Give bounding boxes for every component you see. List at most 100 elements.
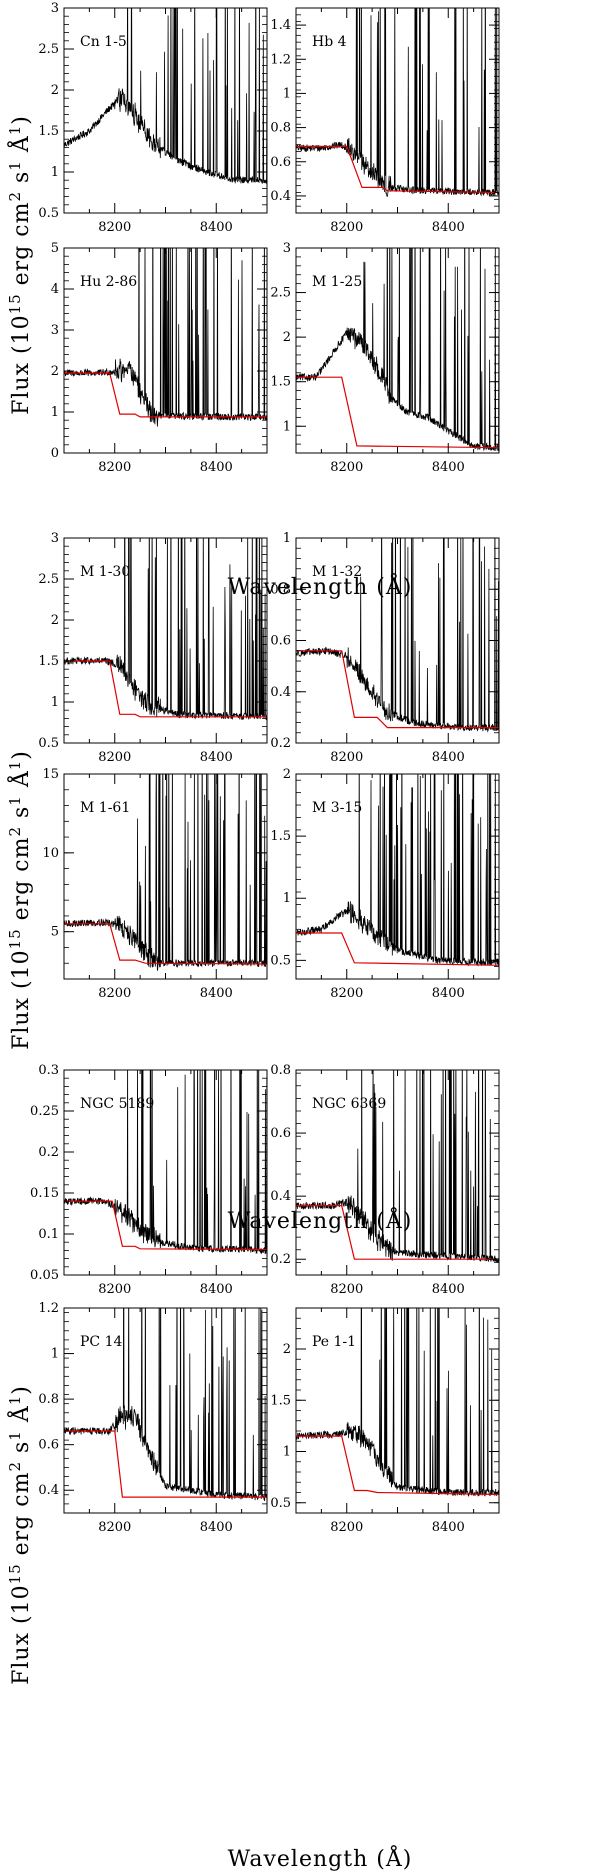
model-line [64,660,267,718]
panel-cn-1-5: 8200 8400 0.5 1 1.5 2 2.5 3 Cn 1-5 [38,1,268,235]
plot-area [296,538,499,733]
x-tick-label: 8200 [98,220,131,235]
panel-title: Cn 1-5 [80,34,127,50]
panel-m-1-61: 8200 8400 5 10 15 M 1-61 [42,767,268,1001]
spectrum-line [296,8,499,198]
panel-title: Hb 4 [312,34,347,50]
panel-hb-4: 8200 8400 0.4 0.6 0.8 1 1.2 1.4 Hb 4 [270,7,500,235]
panel-ngc-5189: 8200 8400 0.05 0.1 0.15 0.2 0.25 0.3 NGC 5189 [30,1063,268,1297]
plot-area [64,538,267,721]
plot-area [296,1070,499,1263]
y-tick-label: 3 [51,323,59,338]
x-axis-title: Wavelength (Å) [228,1844,413,1872]
y-tick-label: 2 [51,364,59,379]
panel-title: PC 14 [80,1334,122,1350]
model-line [296,1435,499,1496]
y-tick-label: 2 [51,613,59,628]
y-tick-label: 1 [283,419,291,434]
y-tick-label: 0.6 [270,155,291,170]
y-tick-label: 1.2 [270,52,291,67]
y-tick-label: 0.4 [270,189,291,204]
y-tick-label: 0.4 [38,1483,59,1498]
y-tick-label: 1.5 [270,375,291,390]
x-tick-label: 8400 [200,1520,233,1535]
x-tick-label: 8400 [200,220,233,235]
y-tick-label: 0.2 [270,1252,291,1267]
y-tick-label: 1.5 [38,654,59,669]
y-tick-label: 10 [42,846,59,861]
x-tick-label: 8400 [432,460,465,475]
plot-area [296,8,499,198]
group-1-titles: Wavelength (Å) Flux (1015 erg cm2 s1 Å1) [6,115,413,600]
model-line [64,923,267,965]
model-line [296,1205,499,1260]
spectrum-line [296,1070,499,1263]
model-line [296,145,499,194]
y-tick-label: 0.05 [30,1268,59,1283]
x-tick-label: 8200 [330,220,363,235]
y-tick-label: 0.5 [270,953,291,968]
y-tick-label: 2.5 [270,286,291,301]
plot-area [64,248,267,427]
y-tick-label: 0.3 [38,1063,59,1078]
plot-area [64,1308,267,1502]
x-tick-label: 8200 [330,986,363,1001]
panel-title: M 1-32 [312,564,362,580]
y-tick-label: 0.4 [270,1189,291,1204]
y-tick-label: 0.5 [38,736,59,751]
plot-area [296,248,499,452]
x-tick-label: 8200 [98,1282,131,1297]
model-line [296,650,499,729]
y-tick-label: 1.5 [270,1393,291,1408]
x-tick-label: 8200 [330,750,363,765]
y-tick-label: 0.5 [38,206,59,221]
panel-title: M 1-30 [80,564,130,580]
y-tick-label: 1 [283,531,291,546]
plot-area [64,774,267,971]
model-line [64,372,267,418]
x-tick-label: 8200 [98,750,131,765]
spectrum-line [296,1308,499,1497]
spectrum-line [64,1308,267,1502]
x-tick-label: 8200 [98,986,131,1001]
y-tick-label: 2.5 [38,572,59,587]
panel-pc-14: 8200 8400 0.4 0.6 0.8 1 1.2 PC 14 [38,1301,268,1535]
y-tick-label: 0.6 [270,1126,291,1141]
model-line [64,1430,267,1498]
y-tick-label: 2 [283,330,291,345]
y-tick-label: 0.25 [30,1104,59,1119]
y-tick-label: 2.5 [38,42,59,57]
y-tick-label: 2 [51,83,59,98]
panel-title: M 3-15 [312,800,362,816]
y-tick-label: 0.6 [38,1438,59,1453]
y-tick-label: 3 [51,1,59,16]
spectrum-line [296,248,499,452]
group-2-titles: Wavelength (Å) Flux (1015 erg cm2 s1 Å1) [6,750,411,1234]
panel-title: NGC 5189 [80,1096,154,1112]
x-tick-label: 8400 [432,1282,465,1297]
x-tick-label: 8400 [200,986,233,1001]
y-axis-title: Flux (1015 erg cm2 s1 Å1) [6,115,34,415]
plot-area [64,8,267,185]
panel-title: Hu 2-86 [80,274,137,290]
model-line [296,376,499,449]
x-tick-label: 8200 [98,460,131,475]
spectrum-line [296,774,499,967]
panel-pe-1-1: 8200 8400 0.5 1 1.5 2 Pe 1-1 [270,1307,500,1535]
panel-title: M 1-61 [80,800,130,816]
y-tick-label: 5 [51,241,59,256]
y-tick-label: 0.6 [270,634,291,649]
x-axis-title: Wavelength (Å) [228,572,413,600]
panel-m-1-32: 8200 8400 0.2 0.4 0.6 0.8 1 M 1-32 [270,531,500,765]
y-tick-label: 0.8 [270,1063,291,1078]
y-tick-label: 0.8 [270,121,291,136]
y-tick-label: 5 [51,925,59,940]
x-tick-label: 8200 [330,1520,363,1535]
x-tick-label: 8400 [200,460,233,475]
y-tick-label: 1 [51,695,59,710]
y-tick-label: 1 [283,1445,291,1460]
x-tick-label: 8200 [330,460,363,475]
panel-title: NGC 6369 [312,1096,386,1112]
panel-ngc-6369: 8200 8400 0.2 0.4 0.6 0.8 NGC 6369 [270,1063,500,1297]
